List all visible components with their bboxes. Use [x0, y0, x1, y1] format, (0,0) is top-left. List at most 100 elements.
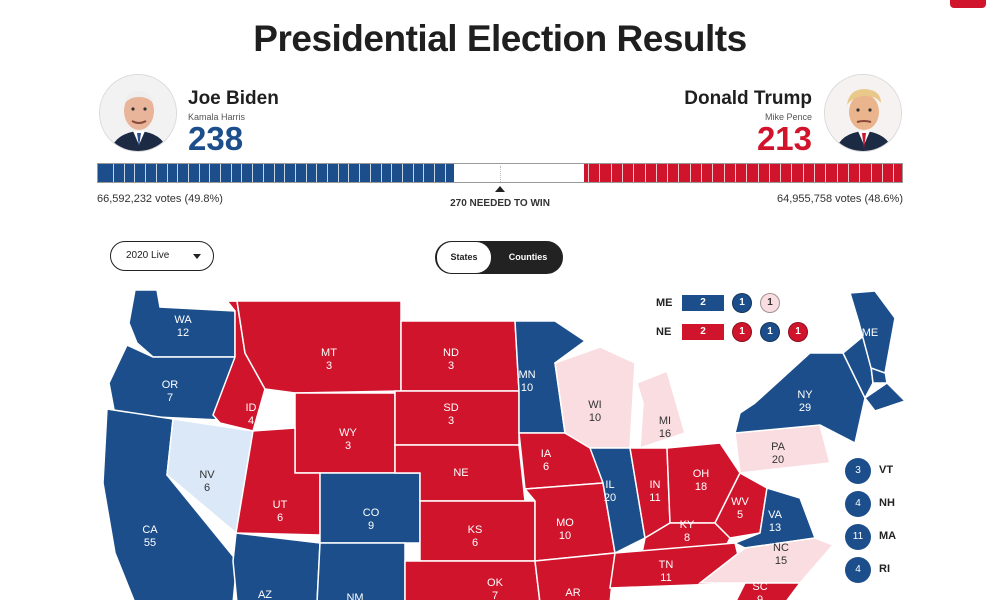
bar-tick [780, 164, 782, 182]
bar-tick [380, 164, 382, 182]
state-label-nm: NM [346, 592, 363, 600]
state-ev-oh: 18 [695, 481, 707, 493]
state-AZ[interactable] [232, 532, 321, 600]
bar-tick [644, 164, 646, 182]
ne-cd3-circle[interactable]: 1 [788, 322, 808, 342]
state-OK[interactable] [404, 560, 541, 600]
threshold-marker-icon [495, 186, 505, 192]
state-ev-ok: 7 [492, 590, 498, 600]
biden-portrait-icon [100, 75, 176, 151]
state-SD[interactable] [394, 390, 520, 446]
bar-tick [768, 164, 770, 182]
rep-bar-segment[interactable] [584, 164, 902, 182]
state-ND[interactable] [400, 320, 520, 392]
bar-tick [262, 164, 264, 182]
map-view-toggle[interactable]: States Counties [435, 241, 563, 274]
state-MA[interactable] [863, 382, 907, 412]
state-ME[interactable] [849, 290, 896, 375]
bar-tick [621, 164, 623, 182]
state-label-mi: MI [659, 415, 671, 427]
trump-portrait-icon [825, 75, 901, 151]
state-AR[interactable] [534, 552, 616, 600]
electoral-vote-bar [97, 163, 903, 183]
state-label-tn: TN [659, 559, 674, 571]
ne-cd2-circle[interactable]: 1 [760, 322, 780, 342]
small-state-vt[interactable]: 3 VT [845, 458, 925, 484]
bar-tick [145, 164, 147, 182]
state-label-mo: MO [556, 517, 574, 529]
state-label-ks: KS [468, 524, 483, 536]
bar-tick [734, 164, 736, 182]
state-MT[interactable] [227, 300, 402, 394]
nh-label: NH [879, 497, 895, 509]
state-SC[interactable] [735, 582, 802, 600]
us-electoral-map: WA 12 OR 7 CA 55 NV 6 ID 4 MT 3 WY 3 UT 6 CO 9 AZ NM ND 3 SD 3 N… [95, 283, 915, 600]
bar-tick [198, 164, 200, 182]
state-ev-ks: 6 [472, 537, 478, 549]
state-label-sc: SC [752, 581, 767, 593]
bar-tick [791, 164, 793, 182]
dem-candidate-name: Joe Biden [188, 88, 279, 109]
bar-tick [187, 164, 189, 182]
bar-tick [155, 164, 157, 182]
state-ev-ny: 29 [799, 402, 811, 414]
state-WI[interactable] [554, 346, 636, 449]
state-NM[interactable] [316, 542, 406, 600]
me-cd1-circle[interactable]: 1 [732, 293, 752, 313]
bar-tick [113, 164, 114, 182]
state-label-ar: AR [565, 587, 580, 599]
state-label-me: ME [862, 327, 879, 339]
needed-to-win-label: 270 NEEDED TO WIN [450, 198, 550, 209]
state-ev-nd: 3 [448, 360, 454, 372]
bar-tick [369, 164, 371, 182]
ma-label: MA [879, 530, 897, 542]
ne-cd1-circle[interactable]: 1 [732, 322, 752, 342]
chevron-down-icon [193, 254, 201, 259]
rep-candidate-name: Donald Trump [684, 88, 812, 109]
ne-statewide-box[interactable]: 2 [682, 324, 724, 340]
ri-ev-circle: 4 [845, 557, 871, 583]
small-state-ri[interactable]: 4 RI [845, 557, 925, 583]
state-ev-sc: 9 [757, 594, 763, 600]
bar-tick [588, 164, 589, 182]
state-MI[interactable] [636, 369, 686, 450]
state-ev-or: 7 [167, 392, 173, 404]
bar-tick [273, 164, 275, 182]
vt-ev-circle: 3 [845, 458, 871, 484]
me-cd2-circle[interactable]: 1 [760, 293, 780, 313]
bar-tick [689, 164, 691, 182]
toggle-counties[interactable]: Counties [508, 252, 548, 262]
dem-bar-segment[interactable] [98, 164, 454, 182]
bar-tick [294, 164, 296, 182]
bar-tick [746, 164, 748, 182]
state-label-id: ID [246, 402, 257, 414]
bar-tick [825, 164, 827, 182]
bar-tick [678, 164, 680, 182]
small-state-nh[interactable]: 4 NH [845, 491, 925, 517]
state-label-ne: NE [453, 467, 468, 479]
state-label-or: OR [162, 379, 179, 391]
state-IL[interactable] [588, 447, 646, 555]
state-NY[interactable] [734, 352, 866, 445]
bar-tick [284, 164, 286, 182]
state-label-mt: MT [321, 347, 337, 359]
me-district-label: ME [656, 297, 673, 309]
small-state-ma[interactable]: 11 MA [845, 524, 925, 550]
bar-tick [599, 164, 601, 182]
bar-tick [177, 164, 179, 182]
toggle-states[interactable]: States [437, 242, 491, 273]
state-label-ut: UT [273, 499, 288, 511]
bar-tick [701, 164, 702, 182]
bar-tick [220, 164, 221, 182]
live-badge[interactable] [950, 0, 986, 8]
state-ev-ia: 6 [543, 461, 549, 473]
state-ev-wy: 3 [345, 440, 351, 452]
election-year-select[interactable]: 2020 Live [110, 241, 214, 271]
bar-tick [610, 164, 612, 182]
bar-tick [327, 164, 328, 182]
me-statewide-box[interactable]: 2 [682, 295, 724, 311]
bar-tick [814, 164, 815, 182]
state-ev-ky: 8 [684, 532, 690, 544]
state-ev-ut: 6 [277, 512, 283, 524]
